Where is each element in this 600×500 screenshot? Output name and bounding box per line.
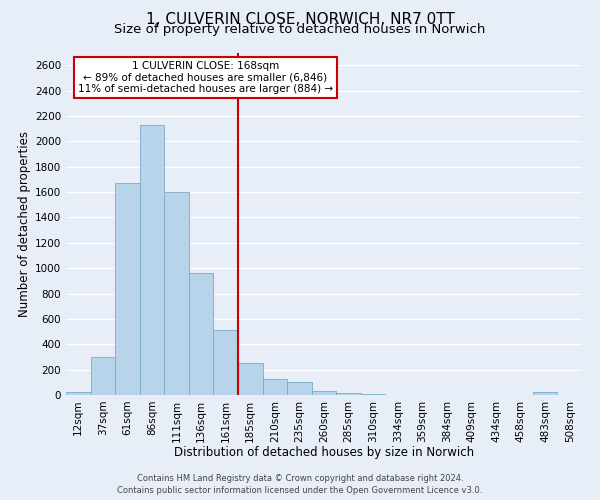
Bar	[115, 183, 140, 395]
Text: 1 CULVERIN CLOSE: 168sqm
← 89% of detached houses are smaller (6,846)
11% of sem: 1 CULVERIN CLOSE: 168sqm ← 89% of detach…	[78, 61, 333, 94]
Bar	[263, 378, 287, 395]
Bar	[361, 394, 385, 395]
Bar	[189, 273, 214, 395]
Text: 1, CULVERIN CLOSE, NORWICH, NR7 0TT: 1, CULVERIN CLOSE, NORWICH, NR7 0TT	[146, 12, 454, 28]
X-axis label: Distribution of detached houses by size in Norwich: Distribution of detached houses by size …	[174, 446, 474, 459]
Bar	[238, 364, 263, 395]
Bar	[140, 125, 164, 395]
Bar	[533, 392, 557, 395]
Bar	[91, 357, 115, 395]
Bar	[312, 391, 336, 395]
Bar	[66, 392, 91, 395]
Y-axis label: Number of detached properties: Number of detached properties	[18, 130, 31, 317]
Bar	[164, 192, 189, 395]
Bar	[336, 393, 361, 395]
Bar	[287, 382, 312, 395]
Text: Contains HM Land Registry data © Crown copyright and database right 2024.
Contai: Contains HM Land Registry data © Crown c…	[118, 474, 482, 495]
Text: Size of property relative to detached houses in Norwich: Size of property relative to detached ho…	[115, 22, 485, 36]
Bar	[214, 330, 238, 395]
